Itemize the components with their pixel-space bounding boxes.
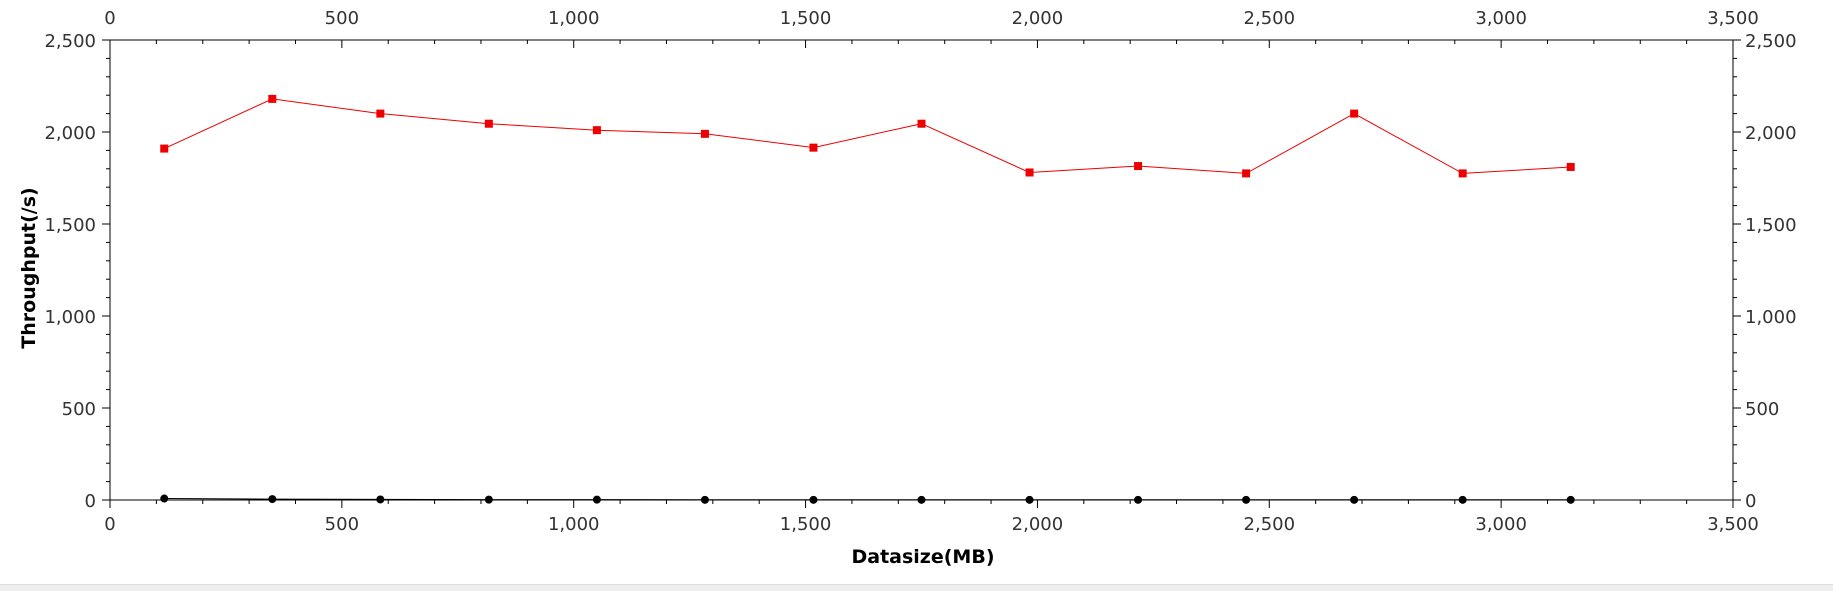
x-top-tick-label: 0 <box>104 8 115 29</box>
x-tick-label: 3,500 <box>1707 514 1759 535</box>
series-1-point <box>592 126 601 135</box>
y-right-tick-label: 2,500 <box>1745 31 1797 52</box>
y-axis-title: Throughput(/s) <box>18 187 40 348</box>
y-tick-label: 2,000 <box>44 123 96 144</box>
y-tick-label: 2,500 <box>44 31 96 52</box>
x-top-tick-label: 3,500 <box>1707 8 1759 29</box>
x-tick-label: 0 <box>104 514 115 535</box>
series-1-point <box>1350 109 1359 118</box>
axes: 005005001,0001,0001,5001,5002,0002,0002,… <box>44 8 1796 535</box>
x-tick-label: 1,000 <box>548 514 600 535</box>
series-2-point <box>268 495 277 504</box>
x-top-tick-label: 1,500 <box>780 8 832 29</box>
series-1-point <box>809 143 818 152</box>
series-2-point <box>1566 495 1575 504</box>
y-right-tick-label: 500 <box>1745 399 1779 420</box>
series-2-point <box>1025 495 1034 504</box>
x-tick-label: 500 <box>325 514 359 535</box>
x-top-tick-label: 1,000 <box>548 8 600 29</box>
series-2-point <box>376 495 385 504</box>
y-tick-label: 1,000 <box>44 307 96 328</box>
series-2-point <box>484 495 493 504</box>
y-right-tick-label: 0 <box>1745 491 1756 512</box>
series-2-point <box>160 494 169 503</box>
series-1-point <box>1025 168 1034 177</box>
series-2-point <box>917 495 926 504</box>
y-tick-label: 500 <box>62 399 96 420</box>
series-2-line <box>164 498 1571 501</box>
x-tick-label: 3,000 <box>1475 514 1527 535</box>
series-1-point <box>1458 169 1467 178</box>
x-axis-title: Datasize(MB) <box>851 546 994 568</box>
series-layer <box>160 94 1575 504</box>
y-tick-label: 0 <box>85 491 96 512</box>
x-top-tick-label: 3,000 <box>1475 8 1527 29</box>
series-1-line <box>164 98 1571 174</box>
series-2-point <box>592 495 601 504</box>
window-bottom-strip <box>0 584 1833 591</box>
y-right-tick-label: 2,000 <box>1745 123 1797 144</box>
series-1-point <box>160 144 169 153</box>
series-2-point <box>1134 495 1143 504</box>
x-tick-label: 2,000 <box>1012 514 1064 535</box>
series-2-point <box>700 495 709 504</box>
series-2-point <box>1458 495 1467 504</box>
y-right-tick-label: 1,000 <box>1745 307 1797 328</box>
series-1-point <box>700 129 709 138</box>
x-top-tick-label: 2,500 <box>1244 8 1296 29</box>
x-top-tick-label: 500 <box>325 8 359 29</box>
series-1-point <box>268 94 277 103</box>
y-right-tick-label: 1,500 <box>1745 215 1797 236</box>
y-tick-label: 1,500 <box>44 215 96 236</box>
series-2-point <box>1350 495 1359 504</box>
series-1-point <box>376 109 385 118</box>
series-1-point <box>1566 162 1575 171</box>
series-1-point <box>484 119 493 128</box>
x-top-tick-label: 2,000 <box>1012 8 1064 29</box>
series-2-point <box>809 495 818 504</box>
series-1-point <box>917 119 926 128</box>
series-1-point <box>1134 162 1143 171</box>
x-tick-label: 1,500 <box>780 514 832 535</box>
series-1-point <box>1242 169 1251 178</box>
x-tick-label: 2,500 <box>1244 514 1296 535</box>
series-2-point <box>1242 495 1251 504</box>
